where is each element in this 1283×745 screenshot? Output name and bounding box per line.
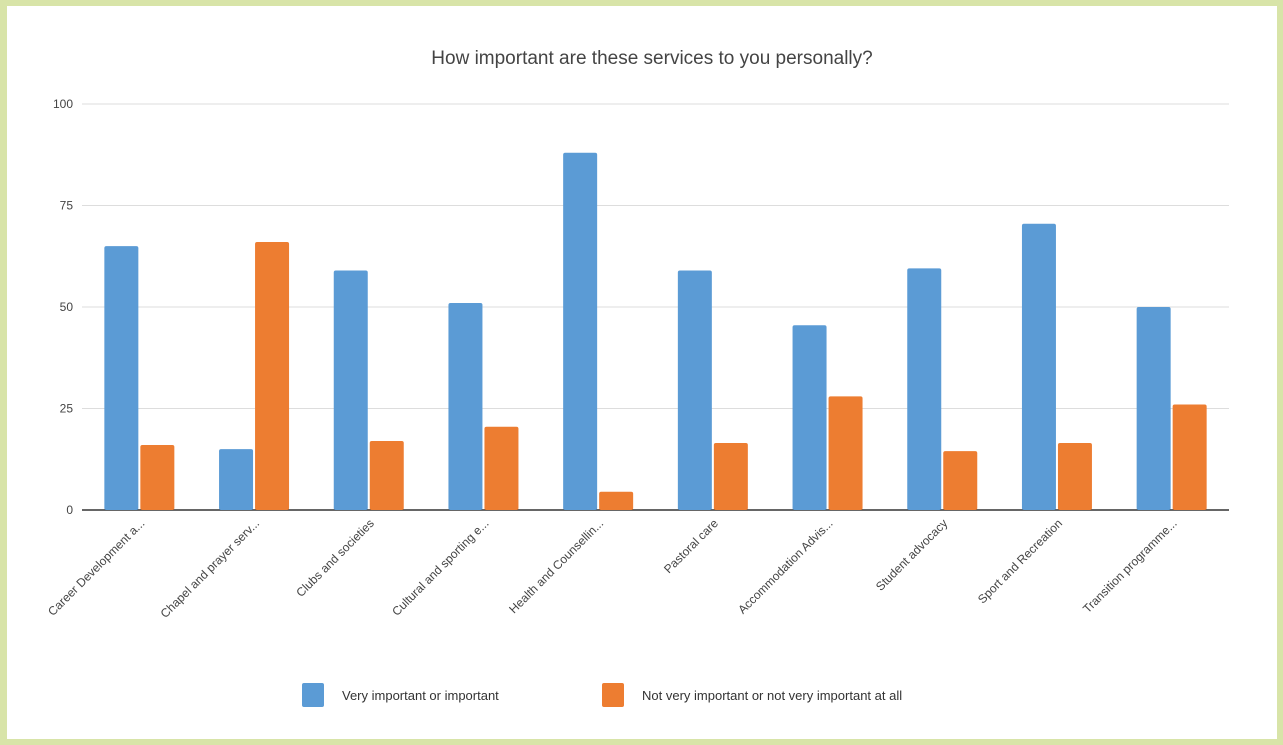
bar-not-important-6 — [828, 396, 863, 510]
x-category-label: Health and Counsellin... — [506, 516, 606, 616]
bar-important-7 — [907, 268, 942, 510]
bar-important-4 — [563, 152, 598, 510]
bar-not-important-7 — [943, 451, 978, 510]
y-tick-label: 0 — [66, 503, 73, 517]
bar-not-important-1 — [255, 242, 290, 511]
legend-swatch — [602, 683, 624, 707]
x-category-label: Pastoral care — [661, 516, 721, 576]
x-category-label: Chapel and prayer serv... — [158, 516, 263, 621]
bar-important-2 — [333, 270, 368, 510]
y-tick-label: 25 — [60, 402, 74, 416]
x-category-label: Career Development a... — [45, 516, 147, 618]
x-category-label: Transition programme... — [1080, 516, 1180, 616]
legend-label: Very important or important — [342, 688, 499, 703]
y-tick-label: 50 — [60, 300, 74, 314]
bar-important-0 — [104, 246, 139, 510]
x-category-label: Accommodation Advis... — [735, 516, 835, 616]
bar-important-8 — [1021, 223, 1056, 510]
bar-important-1 — [219, 449, 254, 510]
bar-not-important-4 — [599, 491, 634, 510]
bar-not-important-0 — [140, 445, 175, 510]
x-category-label: Clubs and societies — [293, 516, 376, 599]
y-tick-label: 75 — [60, 199, 74, 213]
x-category-label: Cultural and sporting e... — [389, 516, 491, 618]
legend-label: Not very important or not very important… — [642, 688, 902, 703]
chart-panel: How important are these services to you … — [7, 6, 1277, 739]
bar-not-important-8 — [1057, 443, 1092, 510]
bar-not-important-3 — [484, 426, 519, 510]
bar-important-9 — [1136, 307, 1171, 510]
bar-not-important-2 — [369, 440, 404, 510]
x-category-label: Sport and Recreation — [975, 516, 1065, 606]
chart-title: How important are these services to you … — [431, 48, 872, 69]
bar-not-important-9 — [1172, 404, 1207, 510]
bar-important-6 — [792, 325, 827, 510]
bar-important-5 — [677, 270, 712, 510]
legend-swatch — [302, 683, 324, 707]
bar-important-3 — [448, 302, 483, 510]
x-category-label: Student advocacy — [873, 516, 950, 593]
bar-not-important-5 — [713, 443, 748, 510]
bar-chart: How important are these services to you … — [45, 48, 1229, 707]
y-tick-label: 100 — [53, 97, 73, 111]
